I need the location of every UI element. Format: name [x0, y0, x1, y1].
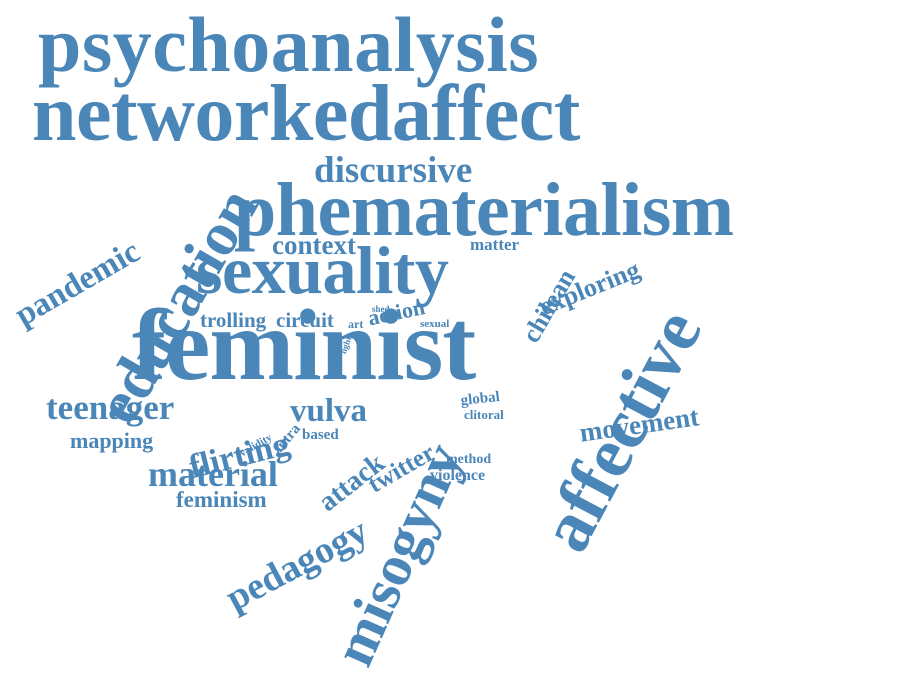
word-art: art: [348, 318, 363, 330]
word-trolling: trolling: [200, 310, 266, 331]
word-pandemic: pandemic: [10, 235, 146, 332]
word-based: based: [302, 428, 339, 443]
word-mapping: mapping: [70, 430, 153, 452]
word-vulva: vulva: [290, 395, 367, 428]
word-discursive: discursive: [314, 152, 472, 189]
word-sexual: sexual: [420, 319, 449, 330]
word-feminism: feminism: [176, 488, 267, 511]
word-matter: matter: [470, 236, 519, 253]
word-context: context: [272, 232, 356, 259]
word-circuit: circuit: [276, 310, 334, 331]
word-teenager: teenager: [46, 390, 174, 425]
word-cloud: psychoanalysis networkedaffect phemateri…: [0, 0, 900, 658]
word-exploring: exploring: [536, 256, 644, 320]
word-clitoral: clitoral: [464, 408, 504, 421]
word-networkedaffect: networkedaffect: [32, 74, 580, 154]
